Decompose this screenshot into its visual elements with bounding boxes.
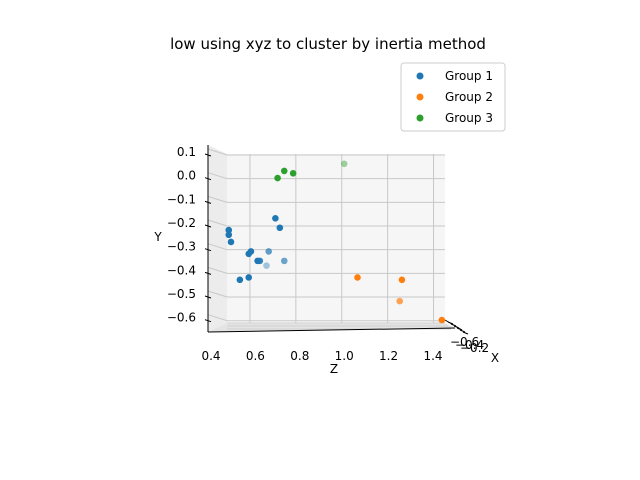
y-tick-label: −0.5: [167, 287, 196, 301]
side-pane: [208, 145, 227, 332]
grid-line-y-side: [207, 219, 228, 227]
data-point: [280, 167, 288, 175]
plot-pane: [208, 145, 455, 332]
y-axis-tick: [204, 319, 212, 323]
grid-line-y-side: [207, 314, 228, 322]
data-point: [354, 274, 361, 281]
tick-labels: 0.1 0.0 −0.1 −0.2 −0.3 −0.4 −0.5 −0.6 0.4 0.6 0.8 1…: [167, 145, 489, 363]
data-point: [245, 274, 253, 281]
y-axis-tick: [204, 248, 212, 252]
x-axis-tick: [462, 331, 469, 335]
x-axis-tick: [453, 325, 460, 329]
x-tick-label: −0.4: [455, 338, 484, 352]
y-axis-tick: [204, 177, 212, 181]
data-point: [227, 238, 235, 246]
y-tick-label: −0.2: [167, 216, 196, 230]
z-tick-label: 0.8: [290, 349, 309, 363]
y-tick-label: −0.1: [167, 192, 196, 206]
y-axis-tick: [204, 200, 212, 204]
data-point: [274, 174, 281, 182]
grid-line-y-side: [207, 290, 228, 298]
grid-line-y-side: [207, 243, 228, 251]
z-axis-label: Z: [330, 362, 338, 376]
z-tick-label: 1.2: [379, 349, 398, 363]
x-axis-tick: [459, 329, 466, 333]
legend-label: Group 2: [445, 90, 493, 104]
legend-marker: [416, 72, 424, 80]
z-tick-label: 1.4: [423, 349, 442, 363]
data-point: [289, 170, 297, 177]
data-point: [225, 226, 233, 234]
z-tick-label: 0.6: [246, 349, 265, 363]
y-tick-label: −0.4: [167, 263, 196, 277]
z-axis-line: [207, 327, 456, 333]
axes: [204, 145, 469, 335]
grid-line-y-side: [207, 195, 228, 203]
grid-line-y-side: [207, 266, 228, 274]
data-point: [272, 214, 279, 222]
back-pane: [227, 154, 445, 323]
y-axis-tick: [204, 153, 212, 157]
data-point: [280, 257, 288, 265]
legend-box: [400, 62, 506, 132]
z-tick-label: 0.4: [201, 349, 220, 363]
data-point: [236, 276, 244, 284]
x-tick-label: −0.6: [450, 335, 479, 349]
legend-marker: [416, 114, 424, 122]
y-axis-tick: [204, 295, 212, 299]
data-point: [398, 276, 406, 284]
y-tick-label: 0.1: [177, 145, 196, 159]
y-tick-label: 0.0: [177, 169, 196, 183]
legend-label: Group 3: [445, 111, 493, 125]
legend-label: Group 1: [445, 69, 493, 83]
z-tick-label: 1.0: [335, 349, 354, 363]
data-point: [276, 224, 284, 232]
y-tick-label: −0.6: [167, 311, 196, 325]
data-point: [247, 248, 255, 255]
x-tick-label: −0.2: [460, 341, 489, 355]
data-points: [225, 160, 446, 324]
data-point: [396, 297, 404, 305]
data-point: [438, 316, 446, 324]
x-axis-label: X: [491, 351, 499, 365]
y-tick-label: −0.3: [167, 240, 196, 254]
data-point: [265, 248, 273, 255]
x-axis-tick: [450, 323, 457, 327]
floor-pane: [208, 323, 455, 332]
grid-line-y-side: [207, 172, 228, 180]
y-axis-tick: [204, 224, 212, 228]
y-axis-tick: [204, 271, 212, 275]
grid-lines: [207, 148, 451, 330]
x-axis-tick: [447, 321, 454, 325]
legend: Group 1 Group 2 Group 3: [400, 62, 506, 132]
data-point: [256, 257, 264, 265]
data-point: [340, 160, 348, 168]
data-point: [225, 231, 233, 239]
grid-line-y-side: [207, 148, 228, 156]
data-point: [263, 262, 270, 269]
x-axis-tick: [456, 327, 463, 331]
y-axis-label: Y: [153, 230, 162, 244]
legend-marker: [416, 93, 424, 101]
chart-title: low using xyz to cluster by inertia meth…: [170, 35, 486, 53]
